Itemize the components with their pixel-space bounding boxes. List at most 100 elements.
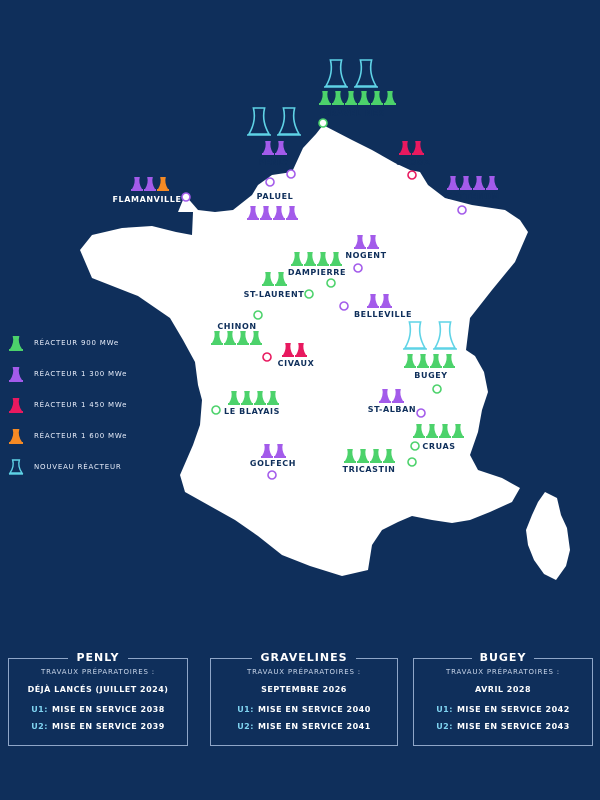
project-unit-2: U2: MISE EN SERVICE 2041 bbox=[237, 722, 371, 731]
new-reactor-icon bbox=[433, 321, 457, 350]
site-chooz: CHOOZ bbox=[396, 141, 431, 180]
site-location-marker bbox=[262, 352, 272, 362]
project-box-gravelines: GRAVELINES TRAVAUX PRÉPARATOIRES : SEPTE… bbox=[210, 651, 398, 746]
reactor-900-icon bbox=[358, 91, 370, 105]
site-location-marker bbox=[353, 263, 363, 273]
reactor-900-icon bbox=[413, 424, 425, 438]
site-location-marker bbox=[253, 310, 263, 320]
site-location-marker bbox=[211, 405, 221, 415]
site-cattenom: CATTENOM bbox=[446, 176, 500, 215]
reactor-900-icon bbox=[371, 91, 383, 105]
reactor-1300-icon bbox=[262, 141, 274, 155]
project-start-date: AVRIL 2028 bbox=[474, 685, 532, 694]
reactor-900-icon bbox=[228, 391, 240, 405]
reactor-1300-icon bbox=[460, 176, 472, 190]
site-label: CIVAUX bbox=[278, 359, 315, 368]
project-title: BUGEY bbox=[414, 651, 592, 664]
reactor-900-icon bbox=[426, 424, 438, 438]
legend-item-new: NOUVEAU RÉACTEUR bbox=[8, 459, 168, 475]
project-title: PENLY bbox=[9, 651, 187, 664]
legend-item-1300: RÉACTEUR 1 300 MWe bbox=[8, 366, 168, 382]
reactor-1450-icon bbox=[295, 343, 307, 357]
reactor-1600-icon bbox=[157, 177, 169, 191]
site-label: CHINON bbox=[217, 322, 256, 331]
site-label: NOGENT bbox=[345, 251, 386, 260]
reactor-1300-icon bbox=[274, 444, 286, 458]
site-nogent: NOGENT bbox=[345, 235, 386, 273]
site-location-marker bbox=[267, 470, 277, 480]
reactor-900-icon bbox=[267, 391, 279, 405]
site-location-marker bbox=[410, 441, 420, 451]
reactor-900-icon bbox=[317, 252, 329, 266]
reactor-900-icon bbox=[237, 331, 249, 345]
reactor-1450-icon bbox=[9, 398, 23, 413]
project-box-penly: PENLY TRAVAUX PRÉPARATOIRES : DÉJÀ LANCÉ… bbox=[8, 651, 188, 746]
site-label: ST-LAURENT bbox=[244, 290, 305, 299]
reactor-1450-icon bbox=[399, 141, 411, 155]
site-label: CATTENOM bbox=[446, 192, 500, 201]
reactor-900-icon bbox=[404, 354, 416, 368]
reactor-1300-icon bbox=[392, 389, 404, 403]
reactor-1300-icon bbox=[473, 176, 485, 190]
new-reactor-icon bbox=[247, 107, 271, 136]
legend-label: RÉACTEUR 1 450 MWe bbox=[34, 401, 128, 409]
site-location-marker bbox=[407, 457, 417, 467]
site-le-blayais: LE BLAYAIS bbox=[211, 391, 280, 416]
site-label: CHOOZ bbox=[396, 158, 431, 167]
project-unit-1: U1: MISE EN SERVICE 2042 bbox=[436, 705, 570, 714]
site-label: DAMPIERRE bbox=[288, 268, 346, 277]
site-label: FLAMANVILLE bbox=[112, 195, 181, 204]
site-location-marker bbox=[304, 289, 314, 299]
reactor-900-icon bbox=[452, 424, 464, 438]
reactor-900-icon bbox=[9, 336, 23, 351]
reactor-1300-icon bbox=[380, 294, 392, 308]
site-penly: PENLY bbox=[247, 107, 301, 179]
project-start-date: DÉJÀ LANCÉS (JUILLET 2024) bbox=[27, 685, 169, 694]
site-belleville: BELLEVILLE bbox=[339, 294, 412, 319]
site-paluel: PALUEL bbox=[247, 177, 298, 220]
reactor-1300-icon bbox=[247, 206, 259, 220]
legend-item-1450: RÉACTEUR 1 450 MWe bbox=[8, 397, 168, 413]
site-chinon: CHINON bbox=[211, 310, 263, 345]
reactor-900-icon bbox=[262, 272, 274, 286]
reactor-900-icon bbox=[250, 331, 262, 345]
reactor-1300-icon bbox=[286, 206, 298, 220]
corsica bbox=[526, 492, 570, 580]
reactor-900-icon bbox=[344, 449, 356, 463]
site-label: GOLFECH bbox=[250, 459, 296, 468]
reactor-1300-icon bbox=[131, 177, 143, 191]
legend-label: RÉACTEUR 1 300 MWe bbox=[34, 370, 128, 378]
reactor-900-icon bbox=[291, 252, 303, 266]
reactor-1300-icon bbox=[273, 206, 285, 220]
reactor-900-icon bbox=[383, 449, 395, 463]
project-unit-2: U2: MISE EN SERVICE 2039 bbox=[31, 722, 165, 731]
project-box-bugey: BUGEY TRAVAUX PRÉPARATOIRES : AVRIL 2028… bbox=[413, 651, 593, 746]
site-dampierre: DAMPIERRE bbox=[288, 252, 346, 288]
new-reactor-icon bbox=[324, 59, 348, 88]
site-tricastin: TRICASTIN bbox=[343, 449, 417, 474]
reactor-900-icon bbox=[439, 424, 451, 438]
reactor-1300-icon bbox=[367, 235, 379, 249]
reactor-900-icon bbox=[254, 391, 266, 405]
site-location-marker bbox=[432, 384, 442, 394]
legend-label: RÉACTEUR 1 600 MWe bbox=[34, 432, 128, 440]
legend-label: NOUVEAU RÉACTEUR bbox=[34, 463, 122, 471]
site-label: BELLEVILLE bbox=[354, 310, 412, 319]
project-unit-1: U1: MISE EN SERVICE 2040 bbox=[237, 705, 371, 714]
site-label: LE BLAYAIS bbox=[224, 407, 280, 416]
site-label: GRAVELINES bbox=[323, 109, 385, 118]
reactor-1300-icon bbox=[367, 294, 379, 308]
reactor-900-icon bbox=[332, 91, 344, 105]
reactor-900-icon bbox=[417, 354, 429, 368]
reactor-900-icon bbox=[357, 449, 369, 463]
site-location-marker bbox=[318, 118, 328, 128]
reactor-900-icon bbox=[319, 91, 331, 105]
reactor-900-icon bbox=[370, 449, 382, 463]
project-title: GRAVELINES bbox=[211, 651, 397, 664]
project-unit-2: U2: MISE EN SERVICE 2043 bbox=[436, 722, 570, 731]
site-bugey: BUGEY bbox=[403, 321, 457, 394]
reactor-1300-icon bbox=[144, 177, 156, 191]
legend: RÉACTEUR 900 MWe RÉACTEUR 1 300 MWe RÉACTE… bbox=[8, 335, 168, 490]
reactor-1300-icon bbox=[354, 235, 366, 249]
site-location-marker bbox=[181, 192, 191, 202]
